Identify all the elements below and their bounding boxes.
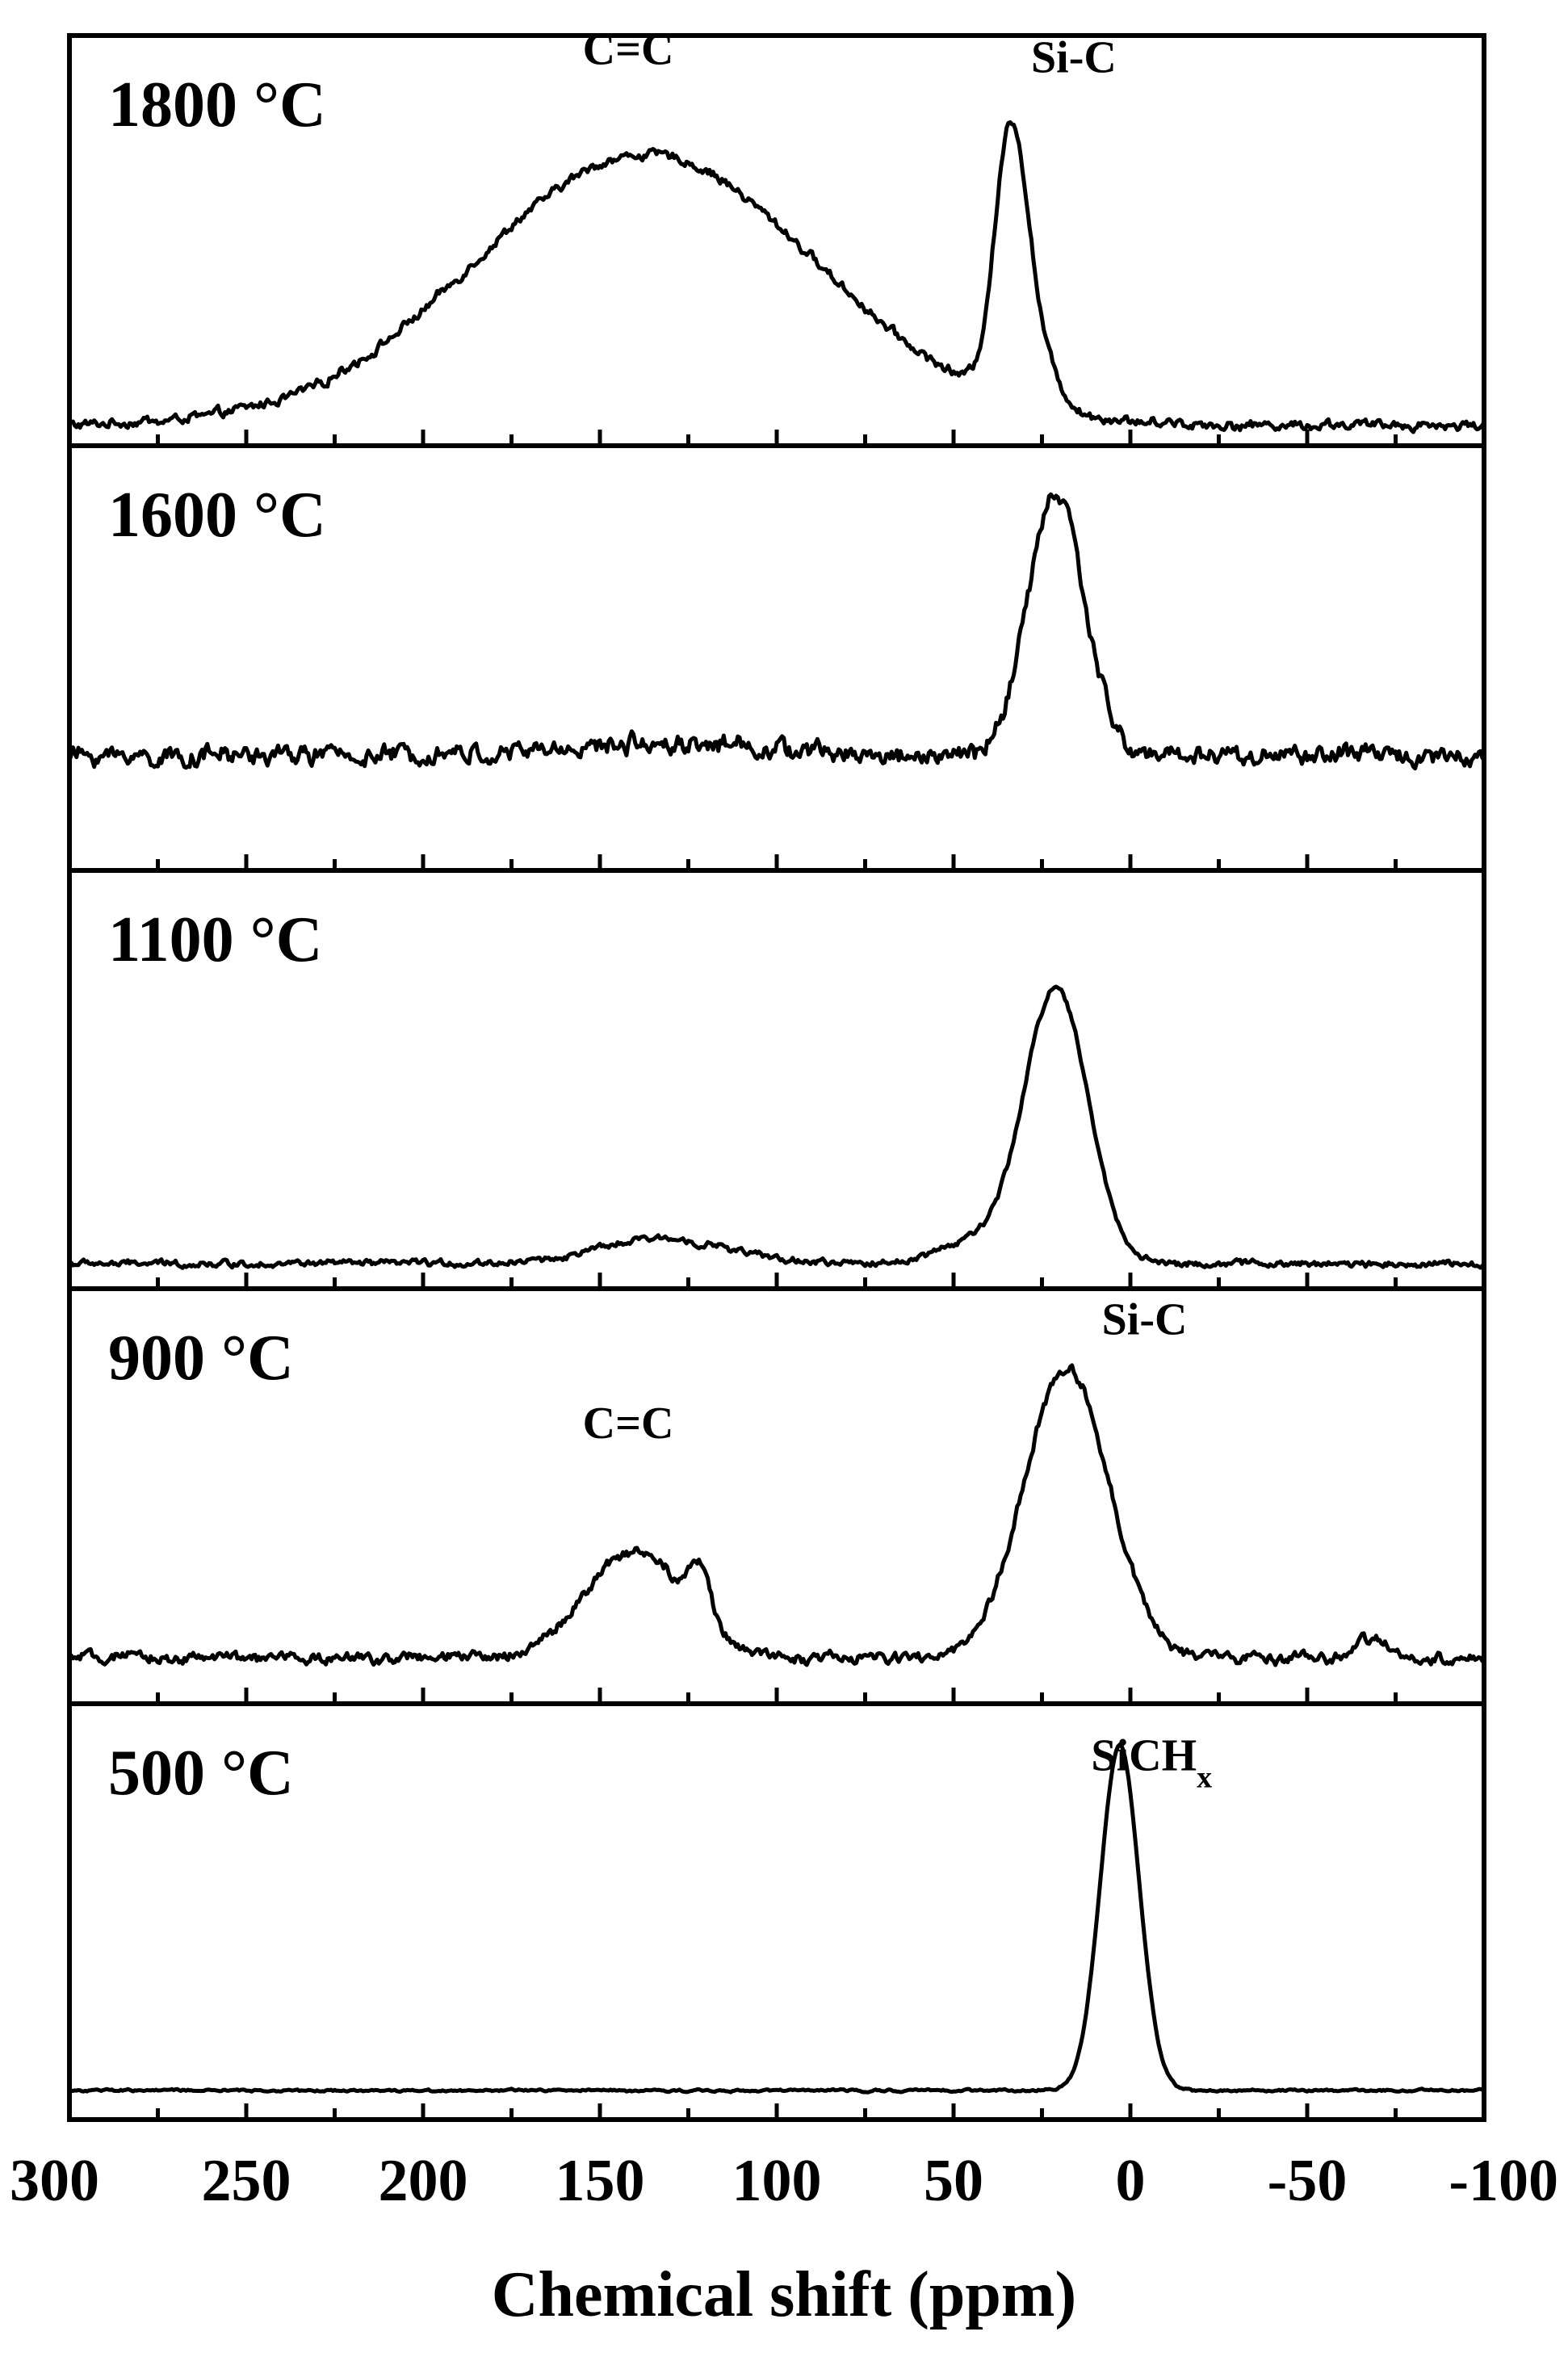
spectrum-line — [69, 1363, 1486, 1667]
x-tick-label: 100 — [732, 2148, 822, 2214]
panel-temperature-label: 500 °C — [108, 1738, 294, 1809]
spectrum-line — [67, 492, 1486, 771]
x-axis: 300 250 200 150 100 50 0 -50 -100 — [10, 2148, 1558, 2214]
panel-temperature-label: 1800 °C — [108, 69, 326, 140]
panel-temperature-label: 1100 °C — [108, 904, 322, 975]
x-tick-label: -50 — [1268, 2148, 1348, 2214]
x-tick-label: -100 — [1449, 2148, 1558, 2214]
panel-temperature-label: 900 °C — [108, 1323, 294, 1394]
x-tick-label: 250 — [202, 2148, 291, 2214]
spectrum-line — [68, 984, 1486, 1270]
panel-temperature-label: 1600 °C — [108, 480, 326, 551]
spectrum-panel: 900 °C C=C Si-C — [67, 1286, 1486, 1706]
peak-annotation: Si-C — [1031, 33, 1117, 83]
spectrum-panel: 1100 °C — [67, 868, 1486, 1291]
x-axis-title: Chemical shift (ppm) — [492, 2259, 1076, 2330]
spectrum-panel: 500 °C SiCHx — [67, 1701, 1486, 2122]
x-tick-label: 200 — [379, 2148, 468, 2214]
x-tick-label: 150 — [556, 2148, 645, 2214]
x-tick-label: 50 — [924, 2148, 983, 2214]
spectrum-panel: 1800 °C C=C Si-C — [67, 25, 1486, 448]
spectrum-panel: 1600 °C — [67, 443, 1486, 873]
x-tick-label: 300 — [10, 2148, 99, 2214]
spectrum-line — [68, 120, 1486, 434]
panels-group: 1800 °C C=C Si-C 1600 °C 1100 °C 900 °C C=C Si-… — [67, 25, 1486, 2122]
peak-annotation: C=C — [583, 1399, 674, 1449]
peak-annotation: C=C — [583, 25, 674, 75]
peak-annotation: Si-C — [1102, 1295, 1188, 1345]
x-tick-label: 0 — [1116, 2148, 1146, 2214]
spectrum-line — [69, 1742, 1485, 2095]
